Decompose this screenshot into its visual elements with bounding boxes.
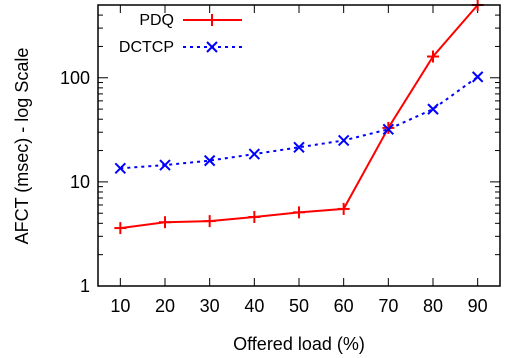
data-point-pdq [248, 210, 261, 223]
data-point-pdq [159, 216, 171, 229]
x-tick-label: 20 [155, 296, 175, 316]
data-point-pdq [293, 206, 305, 219]
legend-marker-pdq [206, 14, 218, 26]
series-line-dctcp [120, 76, 479, 170]
y-tick-label: 10 [70, 172, 90, 192]
data-point-dctcp [114, 162, 127, 175]
y-axis-title: AFCT (msec) - log Scale [12, 48, 32, 245]
data-point-dctcp [427, 103, 439, 115]
data-point-dctcp [159, 159, 171, 171]
axis-ticks [98, 5, 500, 287]
data-point-dctcp [293, 141, 305, 153]
x-axis-title: Offered load (%) [233, 334, 365, 354]
data-point-pdq [114, 222, 127, 235]
x-tick-label: 90 [468, 296, 488, 316]
y-tick-label: 100 [60, 68, 90, 88]
data-point-pdq [203, 215, 216, 228]
legend-label-dctcp: DCTCP [119, 39, 174, 56]
data-point-pdq [427, 50, 439, 63]
data-point-dctcp [471, 71, 484, 83]
series-markers [114, 0, 484, 235]
x-tick-label: 60 [334, 296, 354, 316]
legend-marker-dctcp [206, 41, 218, 53]
data-point-dctcp [382, 123, 395, 136]
x-tick-label: 10 [110, 296, 130, 316]
x-tick-label: 40 [244, 296, 264, 316]
x-tick-label: 50 [289, 296, 309, 316]
x-tick-label: 30 [200, 296, 220, 316]
legend: PDQ DCTCP [119, 12, 242, 56]
plot-frame [97, 4, 501, 287]
tick-labels: 10 20 30 40 50 60 70 80 90 1 10 100 [60, 68, 488, 316]
data-point-dctcp [248, 148, 261, 160]
x-tick-label: 80 [423, 296, 443, 316]
x-tick-label: 70 [378, 296, 398, 316]
legend-label-pdq: PDQ [139, 12, 174, 29]
data-point-dctcp [203, 154, 216, 167]
y-tick-label: 1 [80, 276, 90, 296]
data-point-pdq [337, 202, 350, 215]
data-point-dctcp [337, 134, 350, 147]
